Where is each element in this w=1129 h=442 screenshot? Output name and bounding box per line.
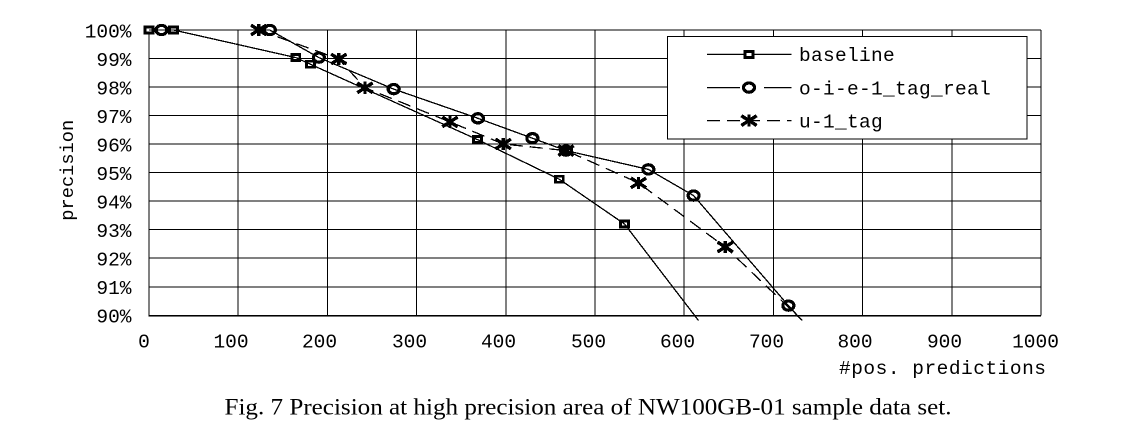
svg-text:Fig. 7 Precision at high preci: Fig. 7 Precision at high precision area … xyxy=(225,395,952,420)
svg-text:o-i-e-1_tag_real: o-i-e-1_tag_real xyxy=(799,78,991,100)
svg-text:97%: 97% xyxy=(96,107,131,129)
svg-text:1000: 1000 xyxy=(1012,332,1059,354)
svg-text:#pos. predictions: #pos. predictions xyxy=(839,358,1046,380)
svg-text:95%: 95% xyxy=(96,164,131,186)
svg-text:0: 0 xyxy=(138,332,150,354)
svg-text:94%: 94% xyxy=(96,193,131,215)
svg-text:90%: 90% xyxy=(96,307,131,329)
svg-text:precision: precision xyxy=(57,120,79,221)
svg-text:500: 500 xyxy=(571,332,606,354)
svg-text:400: 400 xyxy=(481,332,516,354)
svg-text:300: 300 xyxy=(392,332,427,354)
svg-text:99%: 99% xyxy=(96,50,131,72)
svg-text:100%: 100% xyxy=(85,21,132,43)
svg-text:800: 800 xyxy=(837,332,872,354)
svg-text:600: 600 xyxy=(660,332,695,354)
svg-text:92%: 92% xyxy=(96,250,131,272)
svg-text:91%: 91% xyxy=(96,278,131,300)
svg-text:93%: 93% xyxy=(96,221,131,243)
svg-text:100: 100 xyxy=(213,332,248,354)
svg-text:700: 700 xyxy=(749,332,784,354)
svg-text:900: 900 xyxy=(927,332,962,354)
svg-text:u-1_tag: u-1_tag xyxy=(799,111,883,133)
svg-text:baseline: baseline xyxy=(799,45,895,67)
svg-text:200: 200 xyxy=(302,332,337,354)
svg-text:96%: 96% xyxy=(96,135,131,157)
svg-text:98%: 98% xyxy=(96,78,131,100)
